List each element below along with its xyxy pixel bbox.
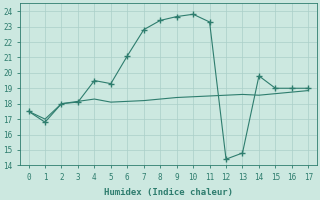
- X-axis label: Humidex (Indice chaleur): Humidex (Indice chaleur): [104, 188, 233, 197]
